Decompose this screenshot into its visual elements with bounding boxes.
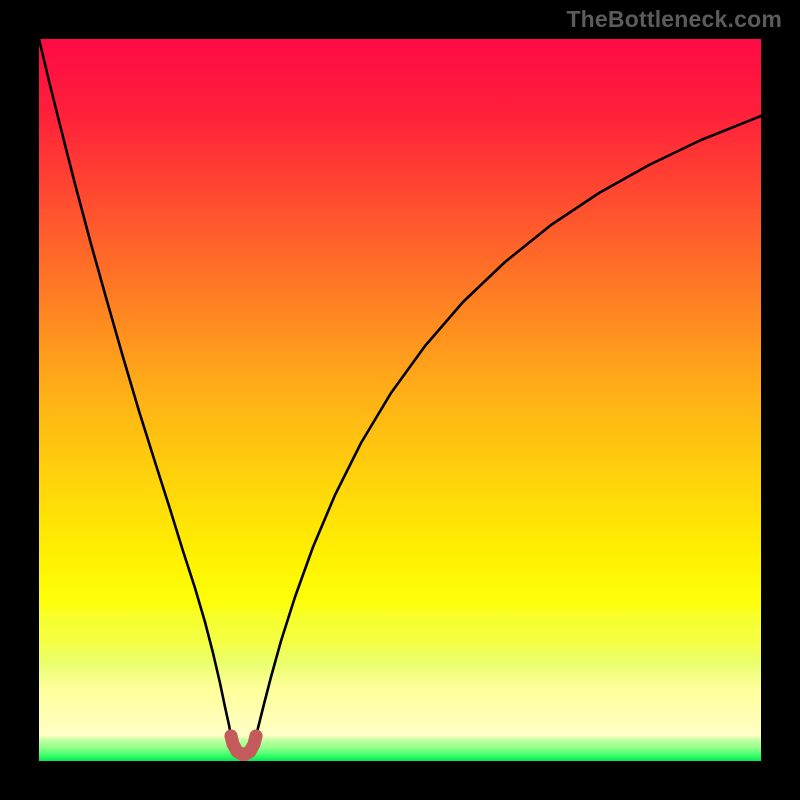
bottleneck-curve	[39, 39, 761, 761]
chart-container: TheBottleneck.com	[0, 0, 800, 800]
plot-area	[39, 39, 761, 761]
watermark-text: TheBottleneck.com	[566, 6, 782, 33]
